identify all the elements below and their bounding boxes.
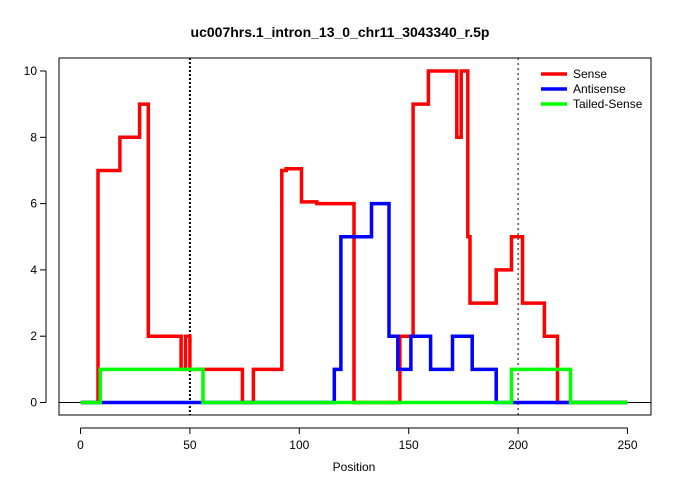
y-tick-label: 8 bbox=[30, 130, 37, 144]
series-line-tailed-sense bbox=[80, 367, 628, 405]
series-line-antisense bbox=[80, 201, 628, 405]
y-tick-label: 10 bbox=[24, 64, 38, 78]
series-line-sense bbox=[80, 69, 628, 405]
legend-label: Tailed-Sense bbox=[573, 97, 643, 111]
x-axis-label: Position bbox=[333, 460, 376, 474]
x-tick-label: 0 bbox=[77, 438, 84, 452]
x-tick-label: 150 bbox=[399, 438, 419, 452]
x-tick-label: 100 bbox=[289, 438, 309, 452]
x-tick-label: 50 bbox=[183, 438, 197, 452]
x-tick-label: 200 bbox=[508, 438, 528, 452]
x-tick-label: 250 bbox=[617, 438, 637, 452]
plot-area: 0 50 100 150 200 250 Position 0 2 4 6 8 10 SenseAntis… bbox=[24, 57, 652, 474]
legend-label: Sense bbox=[573, 67, 607, 81]
plot-frame bbox=[58, 57, 652, 416]
y-tick-label: 6 bbox=[30, 197, 37, 211]
y-tick-label: 2 bbox=[30, 329, 37, 343]
chart-title: uc007hrs.1_intron_13_0_chr11_3043340_r.5… bbox=[191, 24, 490, 40]
y-tick-label: 0 bbox=[30, 396, 37, 410]
y-tick-label: 4 bbox=[30, 263, 37, 277]
legend-label: Antisense bbox=[573, 82, 626, 96]
